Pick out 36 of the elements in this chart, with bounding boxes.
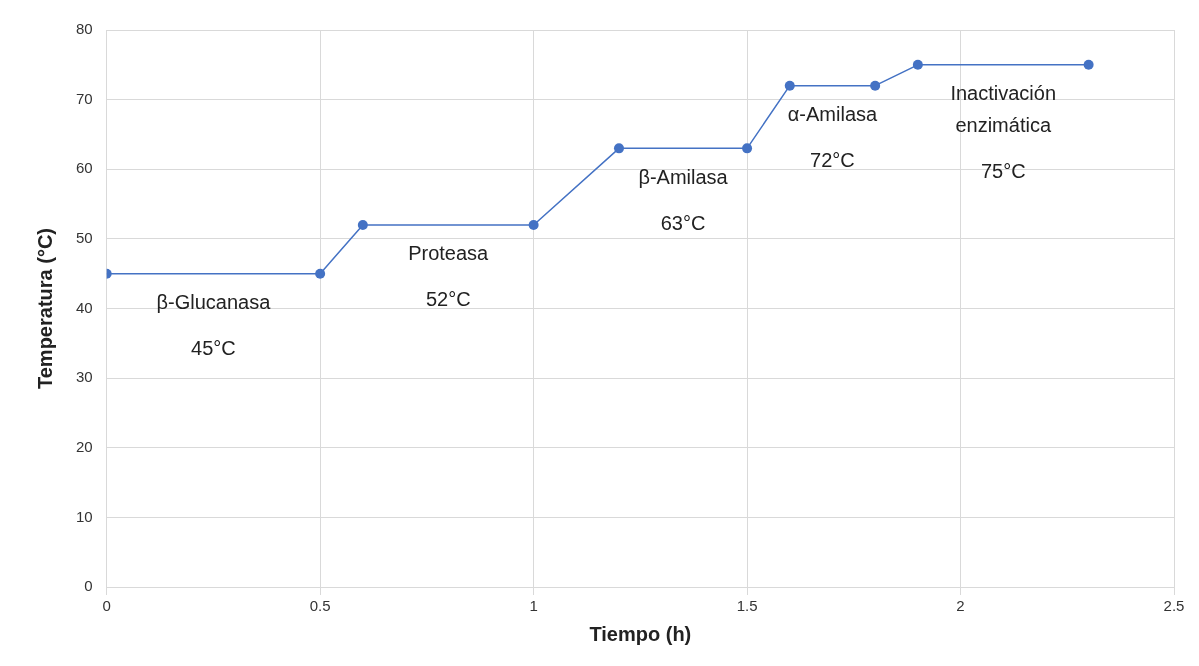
y-tick-label: 60 xyxy=(76,159,93,177)
y-axis-title: Temperatura (°C) xyxy=(33,228,56,389)
y-tick-label: 50 xyxy=(76,229,93,247)
annotation: β-Glucanasa xyxy=(156,291,272,314)
point xyxy=(784,80,795,91)
y-tick-label: 30 xyxy=(76,368,93,386)
y-tick-label: 40 xyxy=(76,298,93,316)
point xyxy=(912,59,923,70)
x-axis-title: Tiempo (h) xyxy=(589,622,692,645)
y-tick-label: 10 xyxy=(76,507,93,525)
point xyxy=(315,268,326,279)
x-tick-label: 2.5 xyxy=(1163,597,1185,615)
x-tick-label: 1 xyxy=(529,597,538,615)
point xyxy=(870,80,881,91)
y-tick-label: 80 xyxy=(76,20,93,38)
point xyxy=(528,219,539,230)
annotation: 45°C xyxy=(191,337,236,360)
x-tick-label: 2 xyxy=(956,597,965,615)
annotation: 63°C xyxy=(660,211,706,234)
annotation: 72°C xyxy=(810,149,855,172)
y-tick-label: 0 xyxy=(84,577,93,595)
point xyxy=(357,219,368,230)
point xyxy=(742,143,753,154)
annotation: 75°C xyxy=(980,160,1026,183)
x-tick-label: 0.5 xyxy=(309,597,331,615)
point xyxy=(614,143,624,154)
annotation: Inactivación enzimática xyxy=(950,82,1057,137)
annotation: Proteasa xyxy=(408,242,490,265)
y-tick-label: 70 xyxy=(76,89,93,107)
point xyxy=(1083,59,1094,70)
annotation: β-Amilasa xyxy=(638,165,729,188)
x-tick-label: 1.5 xyxy=(736,597,758,615)
x-tick-label: 0 xyxy=(102,597,111,615)
annotation: 52°C xyxy=(425,288,471,311)
y-tick-label: 20 xyxy=(76,437,93,455)
annotation: α-Amilasa xyxy=(787,103,879,126)
